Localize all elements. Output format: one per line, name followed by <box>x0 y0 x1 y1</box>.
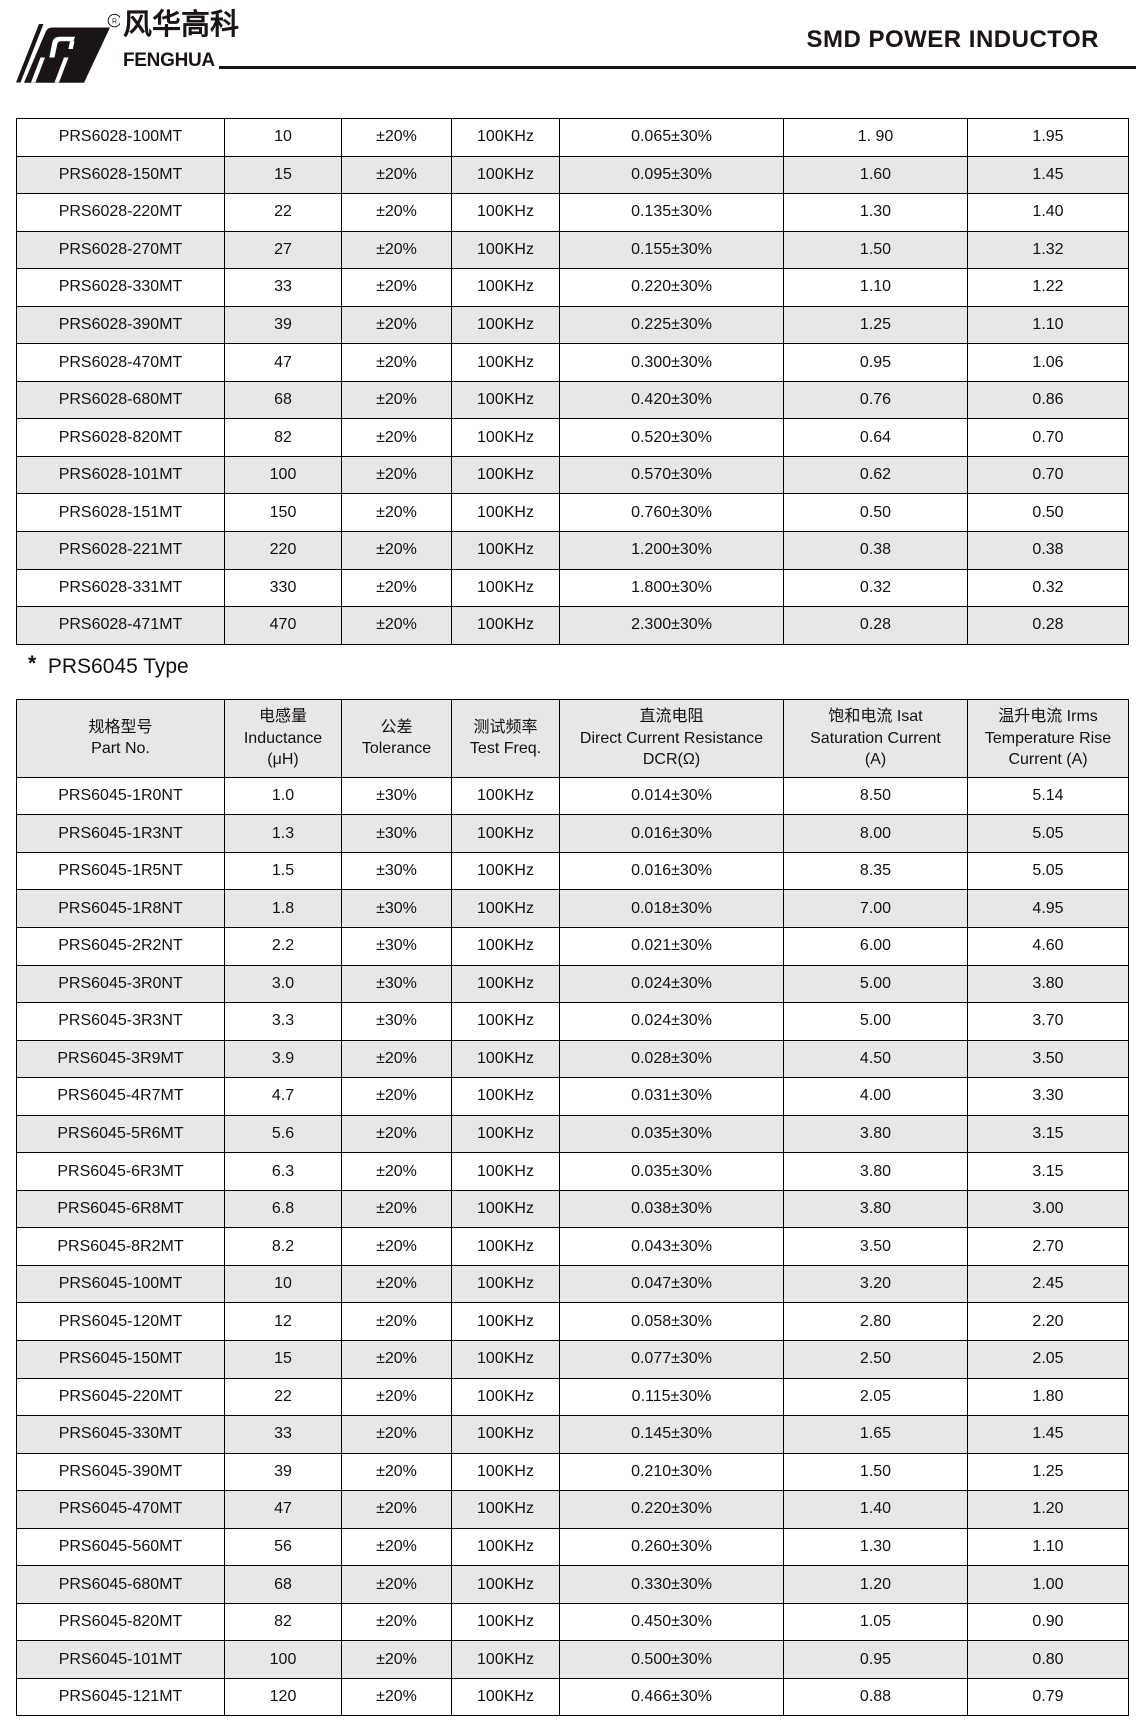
svg-text:R: R <box>112 19 117 26</box>
